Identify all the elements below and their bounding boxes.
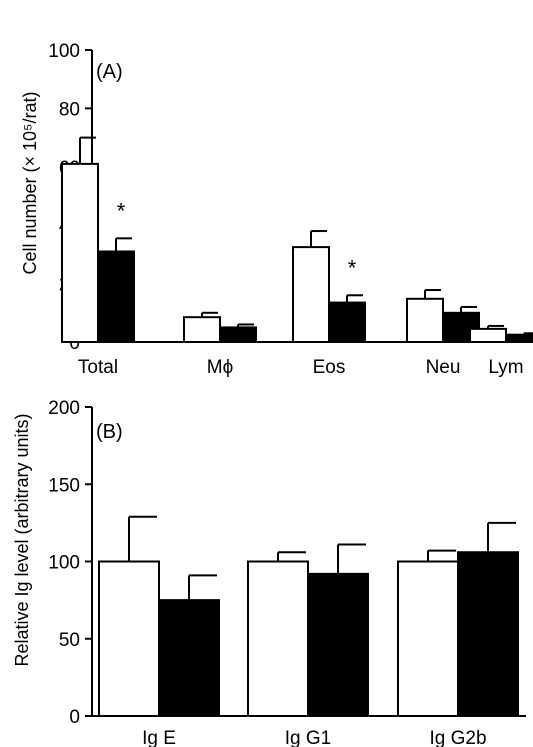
x-tick-label: Lym [488,357,523,378]
bar-open [292,246,330,344]
bar-open [406,297,444,343]
bar-filled [219,326,257,343]
x-tick-label: Neu [426,357,461,378]
x-tick-label: Eos [313,357,346,378]
x-tick-label: Ig G1 [285,728,331,747]
bar-open [183,316,221,343]
panel-b: 0 50 100 150 200 Ig E Ig G1 Ig G2b (B) Relativ… [12,398,526,747]
y-tick-label: 50 [59,630,80,651]
panel-b-x-axis: Ig E Ig G1 Ig G2b [92,715,526,747]
y-tick-label: 100 [48,553,80,574]
panel-a-bars: ** [61,136,533,344]
y-tick-label: 0 [69,333,80,354]
y-tick-label: 200 [48,398,80,419]
bar-filled [457,551,519,717]
bar-open [469,327,507,343]
panel-b-y-axis-title: Relative Ig level (arbitrary units) [12,413,32,666]
panel-a-x-axis: Total Mϕ Eos Neu Lym [78,341,526,378]
panel-a-y-axis-title: Cell number (× 10⁵/rat) [20,91,40,274]
bar-filled [97,250,135,343]
x-tick-label: Ig G2b [429,728,486,747]
bar-filled [328,301,366,343]
y-tick-label: 0 [69,707,80,728]
panel-b-bars [98,515,519,717]
bar-open [397,560,459,717]
y-tick-label: 150 [48,475,80,496]
significance-marker: * [117,198,126,223]
x-tick-label: Mϕ [207,357,233,378]
panel-b-y-axis: 0 50 100 150 200 [48,398,93,728]
bar-filled [307,572,369,717]
bar-filled [158,599,220,717]
bar-open [61,162,99,343]
x-tick-label: Ig E [142,728,176,747]
bar-open [247,560,309,717]
bar-filled [505,333,533,344]
significance-marker: * [348,255,357,280]
bar-open [98,560,160,717]
y-tick-label: 80 [59,99,80,120]
x-tick-label: Total [78,357,118,378]
panel-b-label: (B) [96,421,123,443]
y-tick-label: 100 [48,41,80,62]
panel-a-label: (A) [96,61,123,83]
